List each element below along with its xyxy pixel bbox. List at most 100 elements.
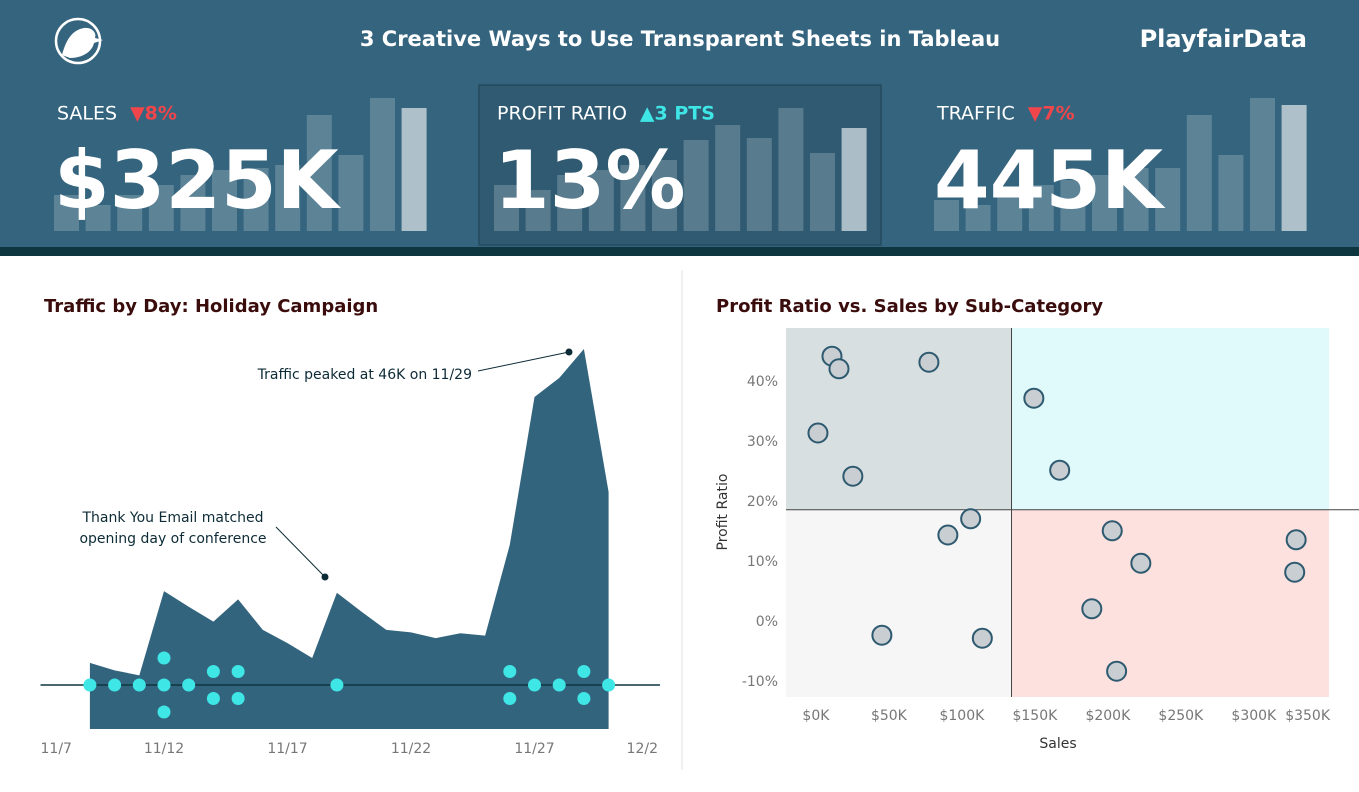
x-tick-label: $200K — [1085, 708, 1131, 724]
kpi-bar — [243, 168, 269, 231]
scatter-point — [1106, 660, 1128, 682]
scatter-point — [1285, 529, 1307, 551]
kpi-bar — [370, 98, 395, 231]
x-tick-label: 11/22 — [391, 741, 431, 757]
kpi-bar — [1155, 168, 1181, 231]
kpi-label: SALES — [57, 103, 117, 125]
x-tick-label: 11/7 — [41, 741, 72, 757]
campaign-dot — [503, 665, 517, 678]
campaign-dot — [577, 665, 591, 678]
y-axis-title: Profit Ratio — [715, 474, 731, 551]
campaign-dot — [157, 651, 171, 665]
annotation-dot — [565, 348, 573, 356]
scatter-point — [1101, 520, 1123, 542]
kpi-bar — [778, 108, 804, 231]
kpi-change: ▼7% — [1028, 103, 1075, 125]
kpi-value: 445K — [934, 134, 1166, 227]
kpi-bar — [338, 155, 364, 231]
kpi-value: $325K — [54, 134, 342, 227]
header-strip — [0, 247, 1359, 256]
y-tick-label: -10% — [742, 674, 778, 690]
kpi-bar — [1028, 185, 1054, 231]
scatter-point — [1081, 598, 1103, 620]
campaign-dot — [330, 678, 344, 692]
kpi-bar — [1186, 115, 1212, 231]
campaign-dot — [206, 692, 220, 705]
kpi-bar — [85, 205, 111, 231]
campaign-dot — [206, 665, 220, 678]
campaign-dot — [132, 678, 146, 692]
campaign-dot — [83, 678, 97, 692]
annotation: opening day of conference — [79, 531, 266, 547]
kpi-bar — [494, 185, 519, 231]
kpi-bar — [841, 128, 867, 231]
header-title: 3 Creative Ways to Use Transparent Sheet… — [360, 27, 1000, 51]
campaign-dot — [231, 665, 245, 678]
kpi-bar — [997, 190, 1023, 231]
kpi-change: ▲3 PTS — [640, 103, 715, 125]
scatter-point — [1023, 387, 1045, 409]
quadrant — [786, 328, 1012, 510]
y-tick-label: 30% — [747, 434, 778, 450]
kpi-bar — [588, 170, 614, 231]
quadrant — [1011, 509, 1329, 697]
kpi-bar — [212, 170, 237, 231]
scatter-point — [1049, 459, 1071, 481]
kpi-bar — [54, 195, 79, 231]
y-tick-label: 10% — [747, 554, 778, 570]
scatter-point — [1284, 561, 1306, 583]
chart-title: Traffic by Day: Holiday Campaign — [44, 296, 378, 317]
kpi-bar — [275, 165, 301, 231]
x-tick-label: $150K — [1012, 708, 1058, 724]
campaign-dot — [182, 678, 196, 692]
x-axis-title: Sales — [1039, 736, 1076, 752]
quadrant — [1011, 328, 1329, 510]
scatter-point — [828, 358, 850, 380]
campaign-dot — [231, 692, 245, 705]
kpi-bar — [525, 190, 551, 231]
campaign-dot — [157, 678, 171, 692]
kpi-bar — [1250, 98, 1275, 231]
kpi-label: TRAFFIC — [936, 103, 1015, 125]
kpi-bar — [1123, 168, 1149, 231]
kpi-bar — [810, 153, 835, 231]
x-tick-label: $100K — [939, 708, 985, 724]
kpi-bar — [746, 138, 772, 231]
scatter-point — [918, 351, 940, 373]
kpi-change: ▼8% — [130, 103, 177, 125]
annotation: Traffic peaked at 46K on 11/29 — [257, 367, 472, 383]
campaign-dot — [108, 678, 122, 692]
x-tick-label: 12/2 — [627, 741, 658, 757]
campaign-dot — [528, 678, 541, 692]
kpi-card-highlight — [478, 84, 882, 246]
kpi-bar — [401, 108, 427, 231]
kpi-bar — [620, 165, 646, 231]
kpi-value: 13% — [494, 134, 685, 227]
campaign-dot — [157, 705, 171, 719]
campaign-dot — [552, 678, 566, 692]
kpi-bar — [557, 175, 583, 231]
x-tick-label: $250K — [1158, 708, 1204, 724]
campaign-dot — [602, 678, 616, 692]
scatter-point — [1130, 552, 1152, 574]
kpi-bar — [1092, 175, 1117, 231]
kpi-bar — [1281, 105, 1307, 231]
x-tick-label: $0K — [802, 708, 830, 724]
quadrant — [786, 509, 1012, 697]
kpi-bar — [306, 115, 332, 231]
annotation-dot — [321, 573, 329, 581]
scatter-point — [842, 465, 864, 487]
kpi-label: PROFIT RATIO — [497, 103, 627, 125]
scatter-point — [871, 624, 893, 646]
campaign-dot — [577, 692, 591, 705]
annotation-leader — [477, 351, 570, 372]
y-tick-label: 40% — [747, 374, 778, 390]
y-tick-label: 0% — [756, 614, 778, 630]
kpi-bar — [1218, 155, 1244, 231]
campaign-dot — [503, 692, 517, 705]
x-tick-label: 11/12 — [144, 741, 184, 757]
scatter-point — [971, 627, 993, 649]
kpi-bar — [715, 125, 741, 231]
kpi-bar — [148, 185, 174, 231]
